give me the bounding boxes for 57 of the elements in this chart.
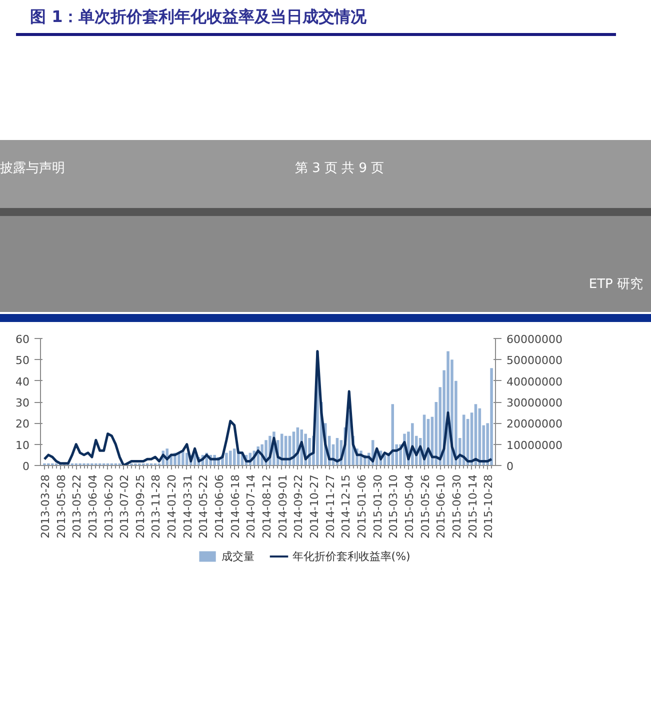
x-tick-label: 2015-10-28 (482, 474, 496, 538)
x-tick-label: 2014-07-14 (244, 474, 258, 538)
y2-tick-label: 40000000 (506, 375, 562, 388)
x-tick-label: 2015-06-10 (434, 474, 448, 538)
text: ETP 研究 (588, 276, 643, 294)
line-series (43, 350, 493, 466)
x-tick-label: 2013-03-28 (38, 474, 52, 538)
x-tick-label: 2014-01-20 (166, 474, 179, 538)
y2-tick-label: 20000000 (506, 418, 562, 431)
bar (225, 452, 228, 466)
y-tick-label: 0 (22, 460, 30, 473)
y2-tick-label: 0 (506, 460, 514, 473)
bar (490, 368, 493, 466)
y-tick-label: 20 (16, 418, 30, 431)
x-tick-label: 2015-01-06 (355, 474, 368, 538)
x-tick-label: 2014-05-22 (197, 474, 210, 538)
text: 披露与声明 (0, 160, 65, 178)
bar (232, 448, 236, 466)
y-tick-label: 10 (16, 438, 30, 452)
x-tick-label: 2013-11-28 (150, 474, 163, 538)
x-tick-label: 2013-06-20 (102, 474, 116, 538)
y2-tick-label: 10000000 (506, 438, 562, 452)
x-tick-label: 2013-07-02 (118, 474, 132, 538)
x-tick-label: 2013-05-08 (54, 474, 68, 538)
bar (186, 452, 188, 466)
x-tick-label: 2014-11-27 (324, 474, 337, 538)
x-tick-label: 2014-09-22 (292, 474, 306, 538)
x-tick-label: 2014-10-27 (308, 474, 321, 538)
bar (182, 450, 184, 466)
x-tick-label: 2015-10-14 (466, 474, 480, 538)
y-tick-label: 50 (16, 354, 30, 368)
x-tick-label: 2015-06-30 (450, 474, 464, 538)
text: 第 3 页 共 9 页 (295, 160, 384, 178)
x-tick-label: 2013-09-25 (134, 474, 147, 538)
x-tick-label: 2013-05-22 (70, 474, 84, 538)
y2-tick-label: 50000000 (506, 354, 562, 368)
x-tick-label: 2014-03-31 (181, 474, 194, 538)
x-tick-label: 2013-06-04 (86, 474, 100, 538)
x-tick-label: 2015-01-30 (371, 474, 384, 538)
legend-label: 年化折价套利收益率(%) (292, 550, 410, 563)
y-tick-label: 30 (16, 396, 30, 410)
x-tick-label: 2014-09-01 (276, 474, 290, 538)
x-tick-label: 2015-03-10 (387, 474, 400, 538)
x-tick-label: 2014-08-12 (260, 474, 274, 538)
x-tick-label: 2014-12-15 (340, 474, 353, 538)
y2-tick-label: 30000000 (506, 396, 562, 410)
x-tick-label: 2014-06-18 (228, 474, 242, 538)
y-tick-label: 60 (16, 333, 30, 346)
chart-title: 图 1：单次折价套利年化收益率及当日成交情况 (16, 0, 616, 36)
x-tick-label: 2014-06-06 (213, 474, 226, 538)
y-tick-label: 40 (16, 375, 30, 388)
legend-label: 成交量 (222, 550, 255, 563)
x-tick-label: 2015-05-26 (418, 474, 432, 538)
bar (229, 450, 232, 466)
y2-tick-label: 60000000 (506, 333, 562, 346)
bar (391, 404, 394, 466)
x-tick-label: 2015-05-04 (402, 474, 416, 538)
